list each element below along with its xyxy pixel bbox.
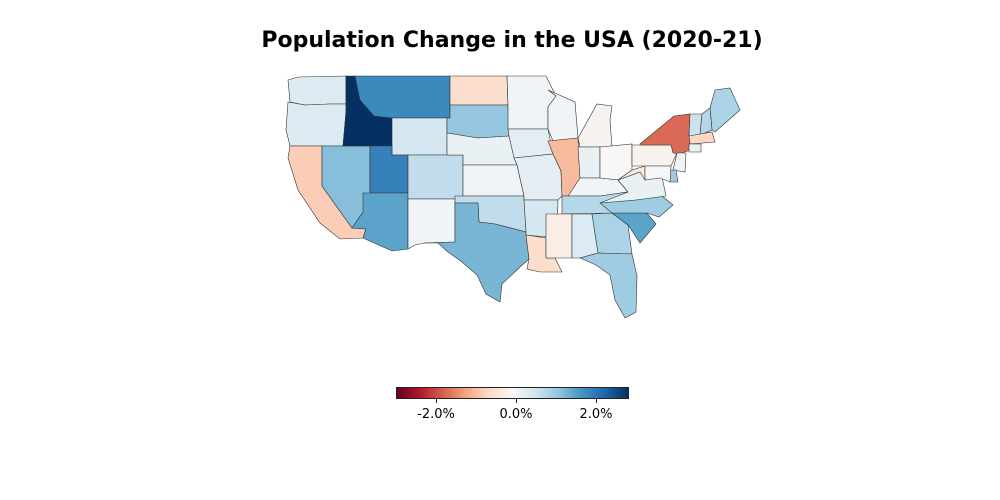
colorbar-tick-label: -2.0%	[417, 407, 455, 422]
state-mi	[577, 103, 613, 148]
states-layer	[285, 75, 741, 319]
state-wy	[391, 117, 448, 156]
state-nj	[672, 152, 687, 173]
state-nh	[699, 107, 713, 136]
state-nm	[407, 198, 456, 250]
state-sd	[446, 104, 510, 139]
state-pa	[631, 144, 678, 167]
colorbar-tick-label: 2.0%	[579, 407, 613, 422]
colorbar-tick-label: 0.0%	[499, 407, 533, 422]
state-nd	[449, 75, 509, 106]
map-title: Population Change in the USA (2020-21)	[261, 28, 763, 53]
colorbar-tick	[516, 399, 517, 403]
state-ms	[545, 213, 573, 259]
colorbar-tick	[436, 399, 437, 403]
state-in	[577, 146, 601, 179]
colorbar-tick	[596, 399, 597, 403]
state-wi	[547, 89, 579, 142]
state-me	[709, 87, 741, 133]
state-ny	[639, 113, 696, 155]
state-ia	[507, 128, 554, 159]
state-ct	[688, 143, 702, 153]
state-ma	[688, 131, 716, 145]
state-co	[407, 154, 464, 200]
state-wa	[287, 75, 347, 106]
state-de	[669, 169, 679, 183]
state-fl	[579, 252, 638, 319]
colorbar	[396, 387, 629, 399]
state-md	[644, 165, 672, 183]
state-ks	[462, 164, 525, 197]
state-tx	[423, 202, 530, 303]
state-or	[285, 101, 347, 147]
state-ga	[591, 212, 633, 255]
